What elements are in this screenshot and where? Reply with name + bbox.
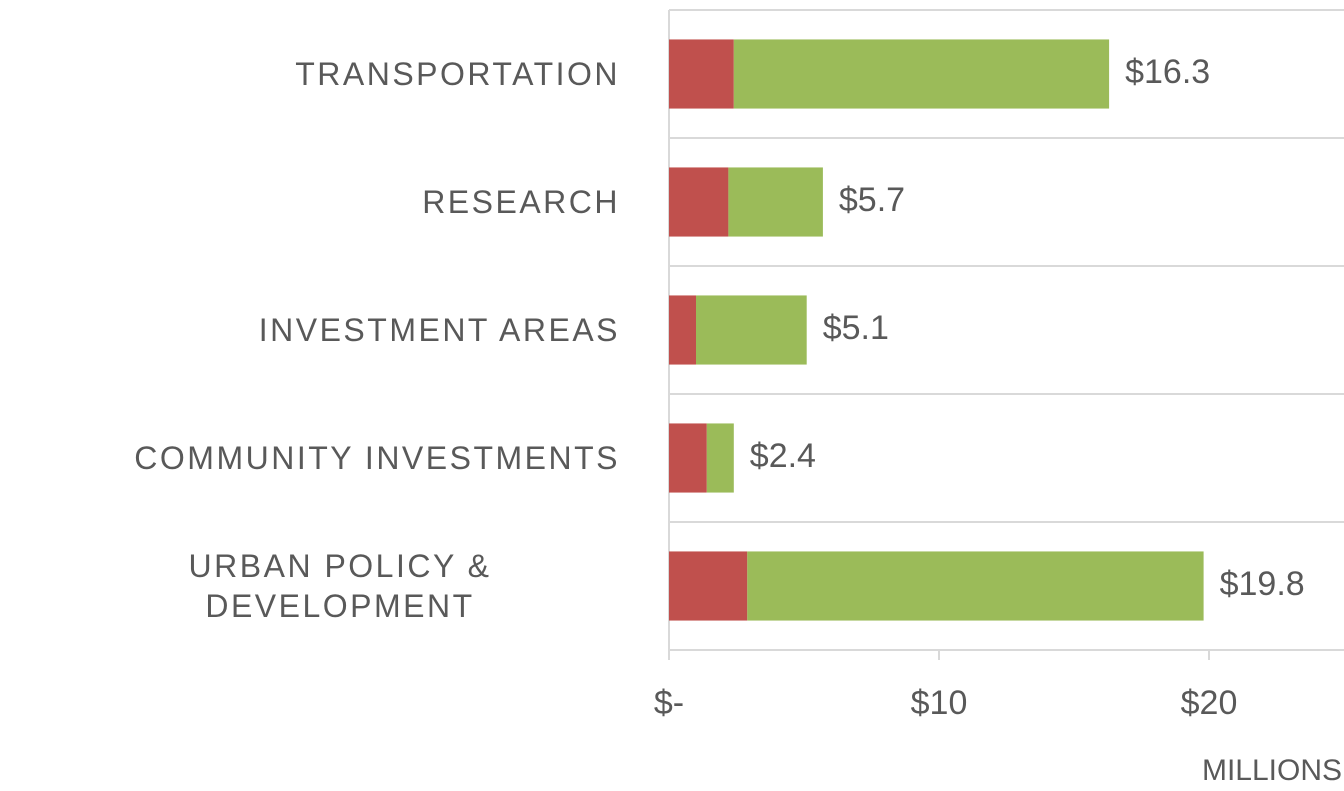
total-label: $5.1: [823, 309, 889, 347]
total-label: $19.8: [1220, 565, 1305, 603]
bar-segment: [706, 423, 734, 493]
category-text: INVESTMENT AREAS: [258, 312, 620, 348]
bar-segment: [669, 39, 734, 109]
bar-segment: [669, 551, 748, 621]
y-tick-label: URBAN POLICY & DEVELOPMENT: [0, 546, 620, 626]
x-axis-label: MILLIONS: [1202, 754, 1342, 787]
bar-segment: [728, 167, 823, 237]
total-label: $16.3: [1125, 53, 1210, 91]
category-text: URBAN POLICY & DEVELOPMENT: [188, 548, 492, 624]
y-tick-label: TRANSPORTATION: [0, 54, 620, 94]
category-text: TRANSPORTATION: [295, 56, 620, 92]
bar-segment: [696, 295, 807, 365]
bar-segment: [669, 295, 696, 365]
y-tick-label: INVESTMENT AREAS: [0, 310, 620, 350]
x-tick-label: $10: [911, 684, 968, 722]
category-text: COMMUNITY INVESTMENTS: [134, 440, 620, 476]
total-label: $2.4: [750, 437, 816, 475]
bar-segment: [747, 551, 1204, 621]
x-tick-label: $20: [1181, 684, 1238, 722]
total-label: $5.7: [839, 181, 905, 219]
bar-segment: [733, 39, 1110, 109]
x-tick-label: $-: [654, 684, 684, 722]
y-tick-label: RESEARCH: [0, 182, 620, 222]
y-tick-label: COMMUNITY INVESTMENTS: [0, 438, 620, 478]
bar-segment: [669, 423, 707, 493]
bar-segment: [669, 167, 729, 237]
category-text: RESEARCH: [422, 184, 620, 220]
